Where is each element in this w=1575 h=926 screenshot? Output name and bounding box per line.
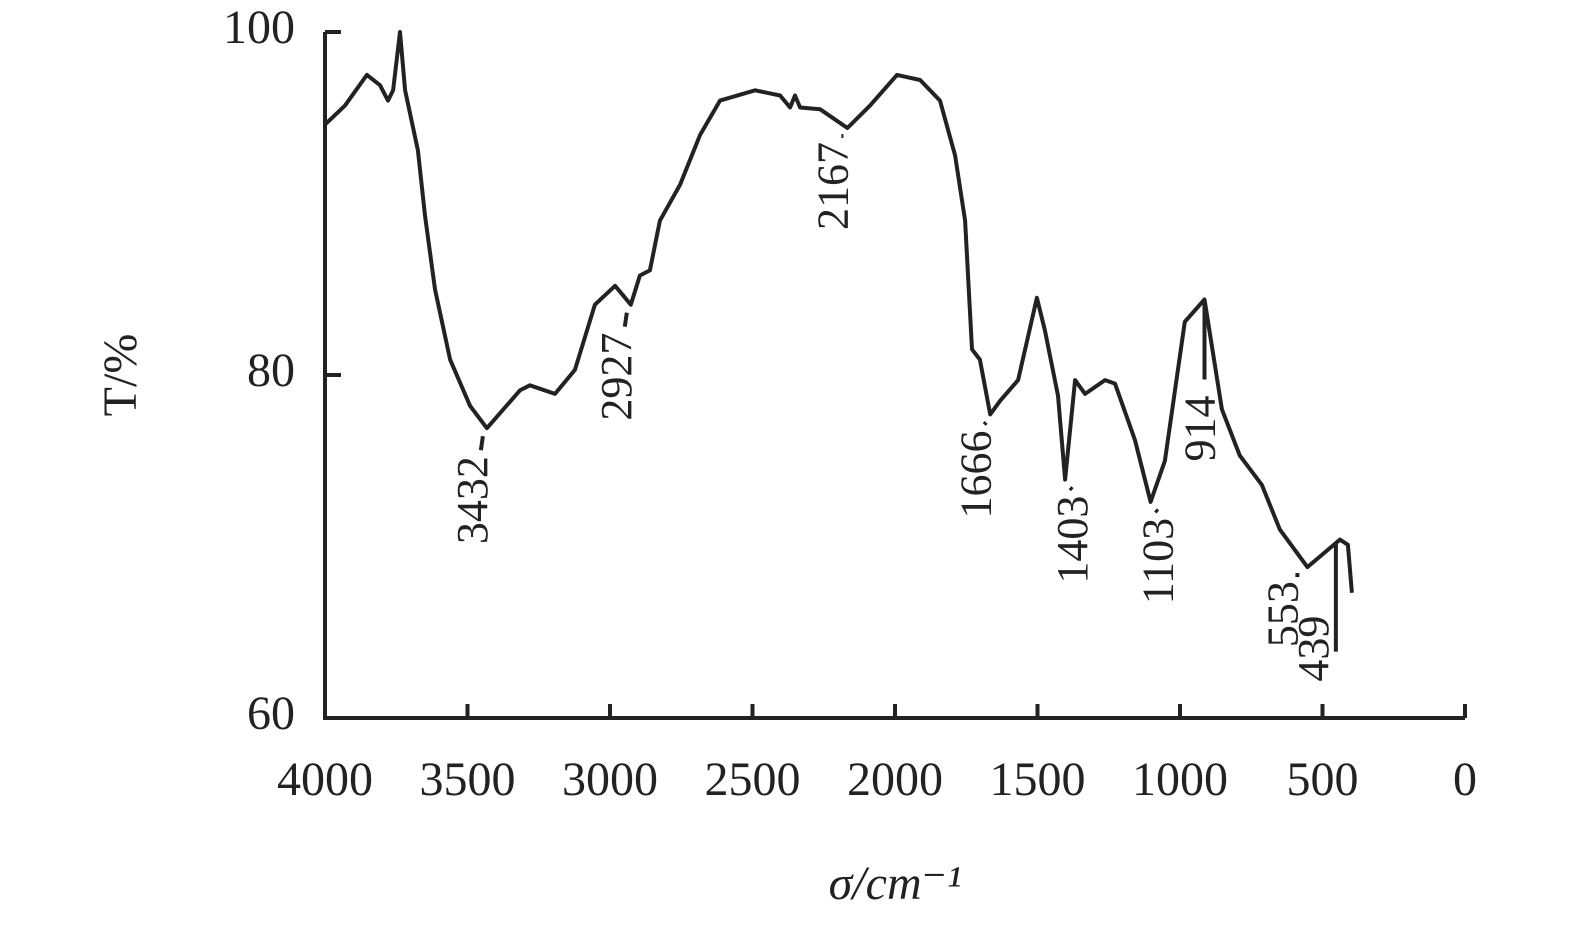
x-tick-label: 3000 <box>562 753 658 806</box>
x-tick-label: 3500 <box>420 753 516 806</box>
peak-label: 2167 <box>808 142 857 230</box>
leader <box>478 435 485 451</box>
peak-label: 439 <box>1289 616 1338 682</box>
x-tick-label: 2000 <box>847 753 943 806</box>
peak-label: 1403 <box>1048 496 1097 584</box>
peak-label: 1103 <box>1134 518 1183 604</box>
x-tick-label: 500 <box>1287 753 1359 806</box>
peak-label: 1666 <box>951 430 1000 518</box>
y-axis-label: T/% <box>94 334 147 417</box>
y-tick-label: 80 <box>247 344 295 397</box>
leader <box>1154 508 1160 514</box>
x-axis-label: σ/cm⁻¹ <box>829 857 962 910</box>
peak-label: 553 <box>1258 581 1307 647</box>
y-tick-label: 100 <box>223 1 295 54</box>
leader <box>1068 486 1074 492</box>
leader <box>982 421 988 426</box>
peak-label: 914 <box>1176 396 1225 462</box>
x-tick-label: 2500 <box>705 753 801 806</box>
y-tick-label: 60 <box>247 687 295 740</box>
peak-label: 2927 <box>592 333 641 421</box>
x-tick-label: 1500 <box>990 753 1086 806</box>
x-tick-label: 1000 <box>1132 753 1228 806</box>
spectrum-line <box>323 30 1354 593</box>
x-tick-label: 4000 <box>277 753 373 806</box>
leader <box>622 312 629 327</box>
x-tick-label: 0 <box>1453 753 1477 806</box>
peak-label: 3432 <box>448 456 497 544</box>
